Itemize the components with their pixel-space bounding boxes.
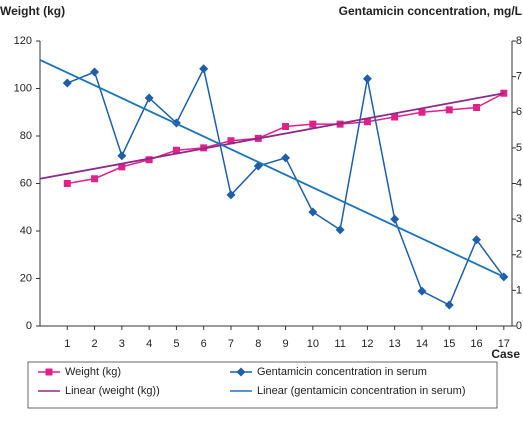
y2-tick-label: 2 (516, 249, 522, 261)
point (90, 67, 100, 77)
x-tick-label: 5 (173, 338, 179, 350)
y2-tick-label: 1 (516, 284, 522, 296)
legend-label: Linear (weight (kg)) (65, 385, 160, 397)
x-tick-label: 6 (201, 338, 207, 350)
y-tick-label: 0 (26, 320, 32, 332)
y-tick-label: 120 (14, 35, 32, 47)
point (63, 180, 71, 187)
y2-tick-label: 5 (516, 142, 522, 154)
y2-tick-label: 7 (516, 71, 522, 83)
x-tick-label: 7 (228, 338, 234, 350)
y2-tick-label: 3 (516, 213, 522, 225)
y-tick-label: 40 (20, 225, 32, 237)
x-axis-title: Case (491, 347, 520, 361)
point (282, 123, 290, 130)
point (390, 214, 400, 224)
x-tick-label: 9 (282, 338, 288, 350)
point (281, 153, 291, 163)
series-line (67, 92, 505, 185)
point (472, 235, 482, 245)
y2-axis-title: Gentamicin concentration, mg/L (339, 4, 522, 18)
legend-box (27, 361, 498, 409)
point (362, 74, 372, 84)
point (363, 118, 371, 126)
legend-label: Weight (kg) (65, 366, 121, 378)
point (199, 64, 209, 74)
y2-tick-label: 0 (516, 320, 522, 332)
x-tick-label: 3 (119, 338, 125, 350)
point (118, 163, 126, 171)
x-tick-label: 14 (416, 338, 428, 350)
legend-label: Linear (gentamicin concentration in seru… (257, 385, 466, 397)
y-tick-label: 20 (20, 272, 32, 284)
x-tick-label: 13 (389, 338, 401, 350)
point (418, 108, 426, 116)
point (145, 156, 153, 164)
legend-label: Gentamicin concentration in serum (257, 366, 427, 378)
y-tick-label: 80 (20, 130, 32, 142)
legend-marker (45, 368, 53, 376)
x-tick-label: 16 (470, 338, 482, 350)
point (226, 190, 236, 200)
point (309, 120, 317, 128)
point (91, 175, 99, 183)
y-tick-label: 100 (14, 82, 32, 94)
point (117, 151, 127, 161)
point (172, 146, 180, 154)
point (391, 113, 399, 121)
x-tick-label: 2 (92, 338, 98, 350)
y2-tick-label: 6 (516, 106, 522, 118)
series-line (39, 92, 504, 180)
y-axis-title: Weight (kg) (0, 4, 65, 18)
y2-tick-label: 4 (516, 177, 522, 189)
x-tick-label: 1 (64, 338, 70, 350)
x-tick-label: 17 (498, 338, 510, 350)
y2-tick-label: 8 (516, 35, 522, 47)
point (308, 207, 318, 217)
series-line (39, 59, 505, 278)
legend-marker (236, 367, 246, 377)
x-tick-label: 10 (307, 338, 319, 350)
point (144, 93, 154, 103)
point (417, 286, 427, 296)
point (473, 104, 481, 111)
point (444, 300, 454, 310)
point (62, 78, 72, 88)
point (445, 106, 453, 114)
x-tick-label: 11 (334, 338, 345, 350)
x-tick-label: 15 (443, 338, 455, 350)
point (335, 225, 345, 235)
x-tick-label: 12 (361, 338, 373, 350)
x-tick-label: 4 (146, 338, 152, 350)
point (227, 137, 235, 145)
y-tick-label: 60 (20, 177, 32, 189)
x-tick-label: 8 (255, 338, 261, 350)
